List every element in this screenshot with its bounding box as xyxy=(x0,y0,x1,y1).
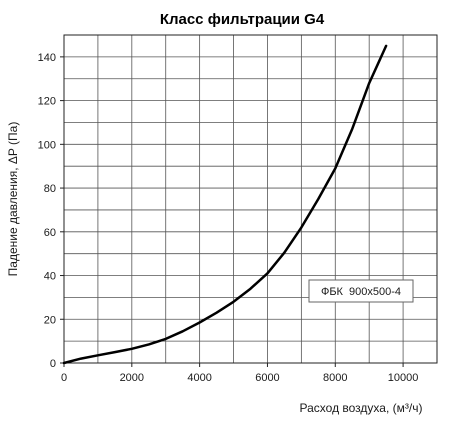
tick-labels: 0 2000 4000 6000 8000 10000 0 20 40 60 80 100 120 140 xyxy=(38,52,419,384)
chart-title: Класс фильтрации G4 xyxy=(160,11,325,28)
legend-label: ФБК 900х500-4 xyxy=(321,286,401,298)
x-tick-label: 0 xyxy=(61,372,67,384)
y-tick-label: 80 xyxy=(44,183,56,195)
y-tick-label: 140 xyxy=(38,52,56,64)
x-tick-label: 2000 xyxy=(120,372,144,384)
x-tick-label: 10000 xyxy=(388,372,419,384)
series-line xyxy=(62,44,388,365)
x-axis-label: Расход воздуха, (м³/ч) xyxy=(300,401,423,415)
y-tick-label: 40 xyxy=(44,271,56,283)
y-tick-label: 100 xyxy=(38,139,56,151)
x-tick-label: 4000 xyxy=(187,372,211,384)
y-axis-label: Падение давления, ΔP (Па) xyxy=(6,122,20,277)
legend-box xyxy=(308,279,414,303)
legend: ФБК 900х500-4 xyxy=(308,279,414,303)
grid xyxy=(64,35,437,363)
y-tick-label: 120 xyxy=(38,96,56,108)
x-tick-label: 6000 xyxy=(255,372,279,384)
y-tick-label: 0 xyxy=(50,358,56,370)
x-tick-label: 8000 xyxy=(323,372,347,384)
y-tick-label: 60 xyxy=(44,227,56,239)
plot-frame xyxy=(63,34,438,364)
y-tick-label: 20 xyxy=(44,314,56,326)
